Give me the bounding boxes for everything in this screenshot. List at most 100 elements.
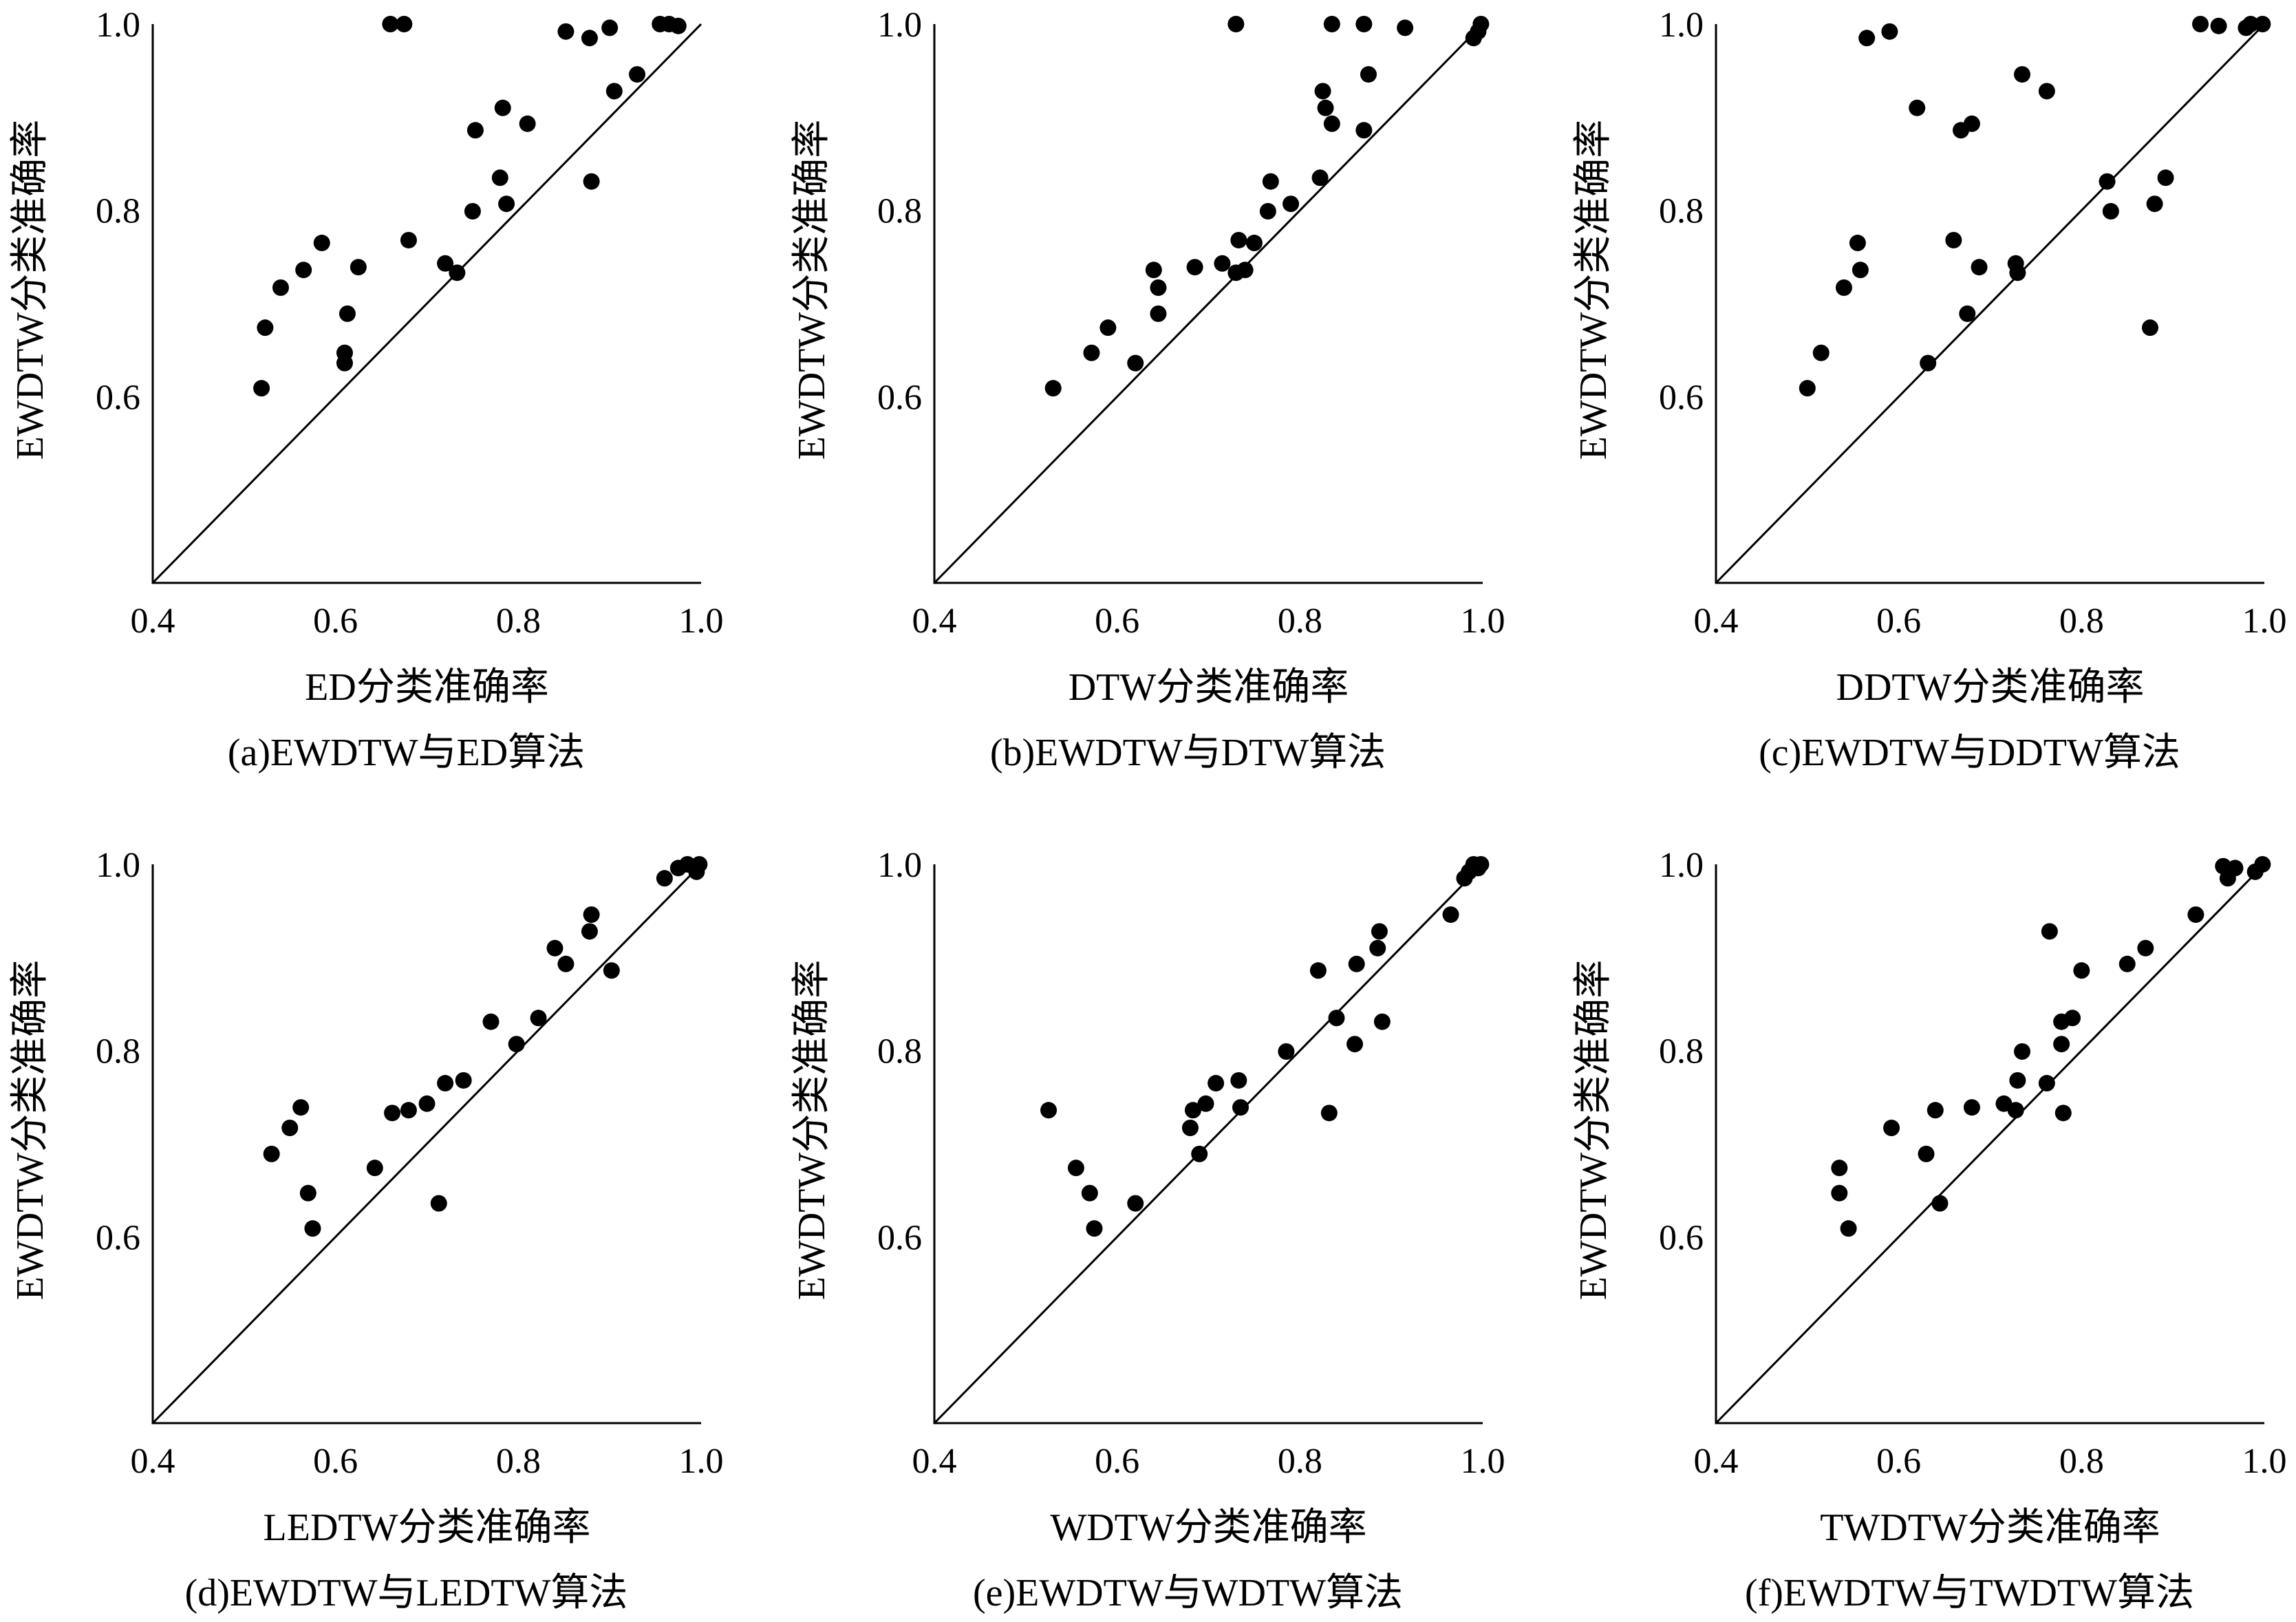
x-axis-label: TWDTW分类准确率 [1820,1506,2160,1549]
data-point [384,1105,401,1122]
data-point [1191,1145,1208,1162]
x-axis-label: LEDTW分类准确率 [264,1506,591,1549]
data-point [1373,1013,1391,1030]
data-point [1227,16,1245,32]
data-point [437,255,454,272]
data-point [1355,16,1373,32]
data-point [1040,1102,1058,1119]
x-tick-label: 1.0 [679,601,724,641]
panel-caption: (c)EWDTW与DDTW算法 [1759,732,2180,774]
data-point [1328,1010,1345,1027]
data-point [2187,906,2204,924]
data-point [1314,83,1331,100]
data-point [1835,279,1852,296]
data-point [1230,1071,1247,1089]
data-point [1150,305,1167,322]
data-point [1127,1195,1144,1212]
data-point [1214,255,1231,272]
data-point [2053,1036,2070,1053]
y-tick-label: 1.0 [877,846,922,885]
data-point [581,923,598,940]
data-point [1278,1043,1295,1060]
data-point [691,856,708,873]
y-tick-label: 0.6 [1659,1218,1704,1257]
data-point [2009,264,2026,281]
data-point [1963,115,1980,132]
x-tick-label: 0.4 [912,601,957,641]
data-point [482,1013,500,1030]
data-point [464,203,481,220]
data-point [581,30,598,47]
diagonal-line [1715,863,2266,1424]
data-point [313,235,330,252]
panel-caption: (a)EWDTW与ED算法 [228,732,585,774]
data-point [1197,1095,1214,1112]
y-tick-label: 1.0 [96,6,140,45]
data-point [1317,99,1334,116]
data-point [2137,939,2154,957]
data-point [603,962,620,979]
data-point [2013,1043,2030,1060]
data-point [1262,173,1279,190]
data-point [2242,16,2260,32]
data-point [1881,23,1898,40]
data-point [437,1075,454,1092]
data-point [272,279,289,296]
x-tick-label: 0.6 [313,1442,358,1481]
data-point [430,1195,447,1212]
data-point [418,1095,436,1112]
x-axis-label: ED分类准确率 [305,666,549,709]
data-point [1852,262,1869,279]
data-point [1245,235,1263,252]
data-point [583,906,600,924]
data-point [1186,259,1203,276]
y-tick-label: 0.6 [96,378,140,417]
diagonal-line [151,23,702,584]
x-tick-label: 0.8 [496,601,541,641]
y-tick-label: 0.8 [96,192,140,231]
y-tick-label: 0.6 [877,378,922,417]
y-axis-label: EWDTW分类准确率 [9,960,52,1301]
panel-caption: (e)EWDTW与WDTW算法 [973,1572,1403,1614]
x-tick-label: 0.8 [2059,601,2104,641]
data-point [1086,1220,1103,1237]
data-point [1963,1099,1980,1116]
data-point [2041,923,2058,940]
panel-e: 0.4 0.6 0.8 1.0 0.6 0.8 1.0 WDTW分类准确率 EWDTW分类准确率… [791,846,1505,1614]
data-point [669,17,687,34]
x-axis-label: DTW分类准确率 [1069,666,1349,709]
data-point [1184,1102,1201,1119]
data-point [1311,169,1329,186]
data-point [304,1220,321,1237]
x-axis-label: DDTW分类准确率 [1836,666,2145,709]
data-point [1918,1145,1935,1162]
data-point [1959,305,1976,322]
diagonal-line [151,863,702,1424]
data-point [1360,66,1377,83]
data-point [2227,860,2244,877]
data-point [508,1036,525,1053]
data-point [350,259,367,276]
data-point [1044,380,1062,397]
data-point [605,83,623,100]
data-point [1232,1099,1249,1116]
data-point [494,99,511,116]
data-point [1236,262,1254,279]
data-point [546,939,564,957]
y-tick-label: 1.0 [1659,846,1704,885]
data-point [1927,1102,1944,1119]
data-point [1840,1220,1857,1237]
data-point [339,305,356,322]
data-point [299,1184,316,1202]
data-point [2118,955,2136,972]
data-point [530,1010,547,1027]
data-point [295,262,312,279]
data-point [2141,319,2158,337]
data-point [1369,939,1386,957]
data-point [1472,856,1490,873]
data-point [466,122,484,139]
data-point [1323,16,1340,32]
data-point [366,1160,383,1177]
panel-c: 0.4 0.6 0.8 1.0 0.6 0.8 1.0 DDTW分类准确率 EWDTW分类准确率… [1572,6,2287,774]
